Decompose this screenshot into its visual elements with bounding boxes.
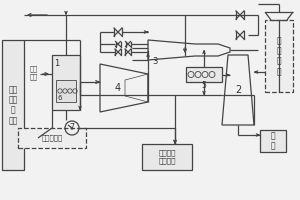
Text: 中压
废水: 中压 废水 xyxy=(30,66,38,80)
Text: 1: 1 xyxy=(54,59,59,68)
Text: 7: 7 xyxy=(70,123,74,132)
Text: 4: 4 xyxy=(115,83,121,93)
Text: 6: 6 xyxy=(57,95,61,101)
Bar xyxy=(260,130,286,152)
Bar xyxy=(265,20,293,92)
Text: 锅
炉: 锅 炉 xyxy=(271,131,275,151)
Bar xyxy=(186,67,222,82)
Text: 高
压
废
水: 高 压 废 水 xyxy=(277,36,281,76)
Text: 含盐污水
回收系統: 含盐污水 回收系統 xyxy=(158,150,176,164)
Bar xyxy=(52,55,80,110)
Text: 中压
蒸汽
热
用户: 中压 蒸汽 热 用户 xyxy=(8,85,18,125)
Text: 2: 2 xyxy=(235,85,241,95)
Text: 3: 3 xyxy=(152,57,158,66)
Bar xyxy=(56,80,76,102)
Bar xyxy=(2,40,24,170)
Text: 5: 5 xyxy=(202,80,206,90)
Bar xyxy=(142,144,192,170)
Bar xyxy=(18,128,86,148)
Text: 低压废蒸汽: 低压废蒸汽 xyxy=(41,135,63,141)
